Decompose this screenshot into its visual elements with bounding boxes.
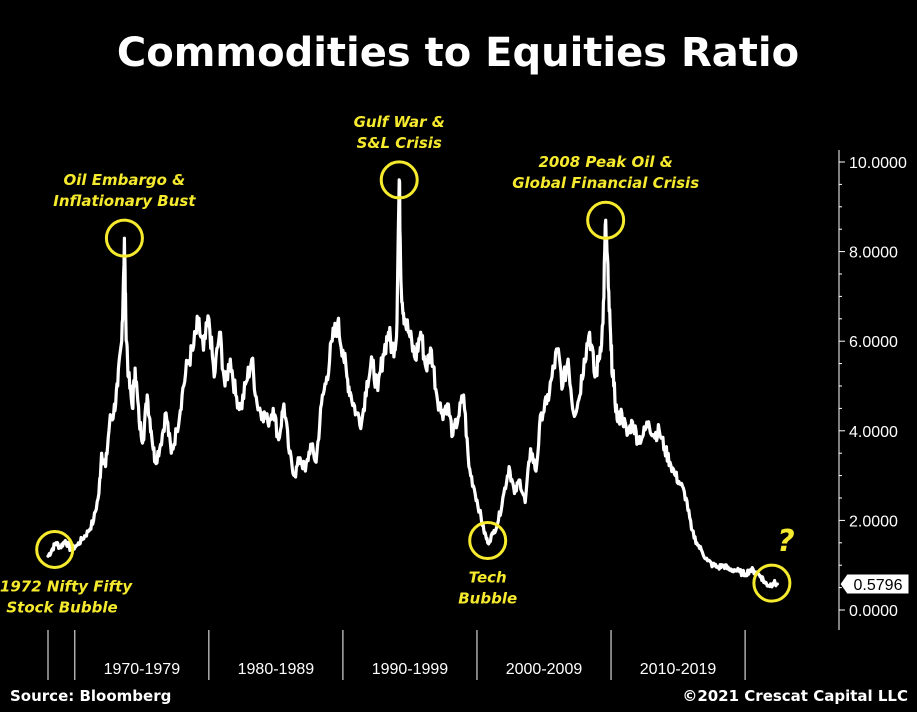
annotations: 1972 Nifty Fifty Stock Bubble Oil Embargo … (0, 113, 795, 617)
x-group-label: 2000-2009 (506, 661, 583, 678)
copyright-label: ©2021 Crescat Capital LLC (682, 687, 908, 705)
annotation-label: Bubble (458, 590, 517, 608)
y-tick-label: 6.0000 (849, 334, 898, 351)
y-tick-label: 8.0000 (849, 245, 898, 262)
x-group-label: 1980-1989 (238, 661, 315, 678)
x-group-label: 1970-1979 (104, 661, 181, 678)
annotation-label: Tech (469, 569, 507, 587)
axes: 10.0000 8.0000 6.0000 4.0000 2.0000 0.0000 197… (47, 150, 910, 680)
annotation-label: Inflationary Bust (53, 192, 196, 210)
source-label: Source: Bloomberg (10, 687, 171, 705)
annotation-circle (586, 200, 626, 240)
x-group-label: 2010-2019 (640, 661, 717, 678)
annotation-circle (752, 563, 792, 603)
y-tick-label: 10.0000 (849, 155, 907, 172)
annotation-circle (35, 530, 75, 570)
annotation-label: Gulf War & (354, 113, 445, 131)
y-tick-label: 4.0000 (849, 424, 898, 441)
annotation-circle (379, 160, 419, 200)
chart-title: Commodities to Equities Ratio (117, 30, 799, 76)
annotation-label: 2008 Peak Oil & (538, 153, 672, 171)
series-line (46, 178, 779, 589)
y-tick-label: 0.0000 (849, 603, 898, 620)
annotation-label: Global Financial Crisis (512, 174, 699, 192)
x-group-label: 1990-1999 (372, 661, 449, 678)
annotation-label: 1972 Nifty Fifty (0, 578, 133, 596)
annotation-circle (468, 521, 508, 561)
annotation-label: Stock Bubble (6, 599, 117, 617)
current-value-badge (839, 573, 910, 595)
current-value-label: 0.5796 (854, 577, 903, 594)
y-tick-label: 2.0000 (849, 513, 898, 530)
annotation-label: Oil Embargo & (64, 171, 186, 189)
annotation-question-mark: ? (777, 524, 794, 559)
annotation-label: S&L Crisis (357, 134, 442, 152)
series-layer (46, 178, 779, 589)
annotation-circle (104, 218, 144, 258)
